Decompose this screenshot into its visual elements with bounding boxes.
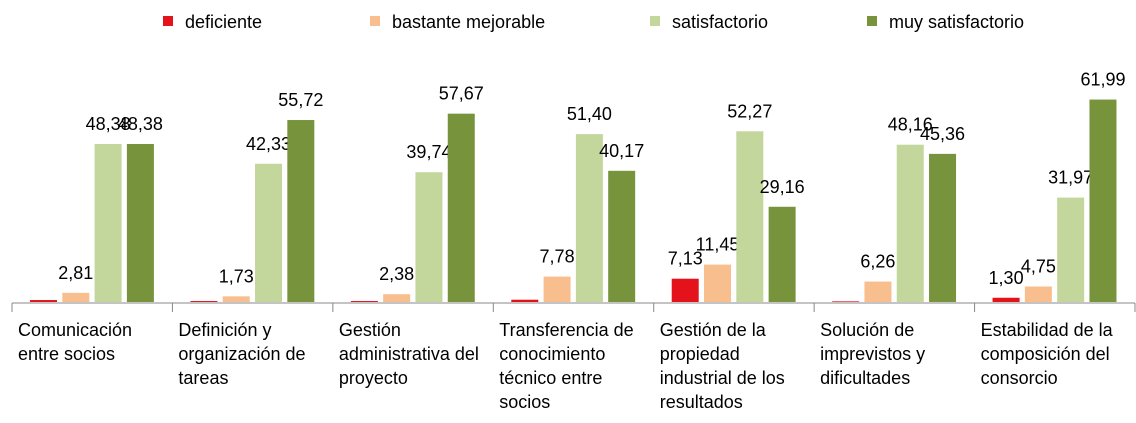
- data-label: 57,67: [439, 84, 484, 104]
- data-label: 1,73: [219, 266, 254, 286]
- x-tick-label: Gestión administrativa del proyecto: [338, 320, 479, 388]
- bar: [736, 131, 764, 302]
- bar: [190, 301, 218, 302]
- data-label: 11,45: [696, 235, 740, 255]
- bar: [608, 170, 636, 302]
- bar: [832, 301, 860, 302]
- data-label: 2,38: [379, 264, 414, 284]
- bar: [704, 264, 732, 302]
- data-label: 7,78: [540, 247, 575, 267]
- data-label: 51,40: [567, 104, 612, 124]
- bar: [543, 276, 571, 302]
- data-label: 4,75: [1021, 256, 1056, 276]
- bar: [222, 296, 250, 302]
- legend-label: muy satisfactorio: [889, 12, 1024, 32]
- bar: [671, 278, 699, 302]
- data-label: 61,99: [1080, 70, 1125, 90]
- bar: [447, 113, 475, 302]
- legend-swatch: [650, 16, 660, 26]
- bar: [126, 144, 154, 302]
- bar: [864, 281, 892, 302]
- data-label: 55,72: [278, 90, 323, 110]
- bar: [94, 144, 122, 302]
- legend-swatch: [163, 16, 173, 26]
- data-label: 31,97: [1048, 168, 1093, 188]
- x-tick-label: Solución de imprevistos y dificultades: [820, 320, 926, 388]
- data-label: 45,36: [920, 124, 965, 144]
- legend-label: bastante mejorable: [392, 12, 545, 32]
- bar: [929, 153, 957, 302]
- data-label: 2,81: [58, 263, 93, 283]
- bar: [287, 120, 315, 303]
- bar: [768, 206, 796, 302]
- data-label: 48,16: [888, 115, 933, 135]
- data-label: 1,30: [989, 268, 1024, 288]
- x-tick-label: Comunicación entre socios: [18, 320, 133, 364]
- bar: [1089, 99, 1117, 302]
- bar: [511, 299, 539, 302]
- bar: [255, 163, 283, 302]
- x-tick-label: Estabilidad de la composición del consor…: [980, 320, 1113, 388]
- bar: [1024, 286, 1052, 302]
- bar: [992, 297, 1020, 302]
- legend-swatch: [867, 16, 877, 26]
- bar: [415, 172, 443, 302]
- data-label: 48,38: [86, 114, 131, 134]
- bar: [896, 144, 924, 302]
- legend-label: deficiente: [185, 12, 262, 32]
- bar: [30, 300, 57, 302]
- data-label: 48,38: [118, 114, 163, 134]
- bar: [383, 294, 411, 302]
- data-label: 52,27: [727, 101, 772, 121]
- x-tick-label: Definición y organización de tareas: [178, 320, 306, 388]
- bar: [62, 292, 90, 302]
- legend-swatch: [370, 16, 380, 26]
- data-label: 6,26: [860, 252, 895, 272]
- legend-label: satisfactorio: [672, 12, 768, 32]
- data-label: 39,74: [406, 142, 451, 162]
- x-tick-label: Gestión de la propiedad industrial de lo…: [659, 320, 785, 412]
- data-label: 29,16: [760, 177, 805, 197]
- bar: [575, 134, 603, 302]
- data-label: 40,17: [599, 141, 644, 161]
- data-label: 42,33: [246, 134, 291, 154]
- bar: [350, 301, 378, 302]
- x-tick-label: Transferencia de conocimiento técnico en…: [499, 320, 634, 412]
- data-label: 7,13: [668, 249, 703, 269]
- bar: [1057, 197, 1085, 302]
